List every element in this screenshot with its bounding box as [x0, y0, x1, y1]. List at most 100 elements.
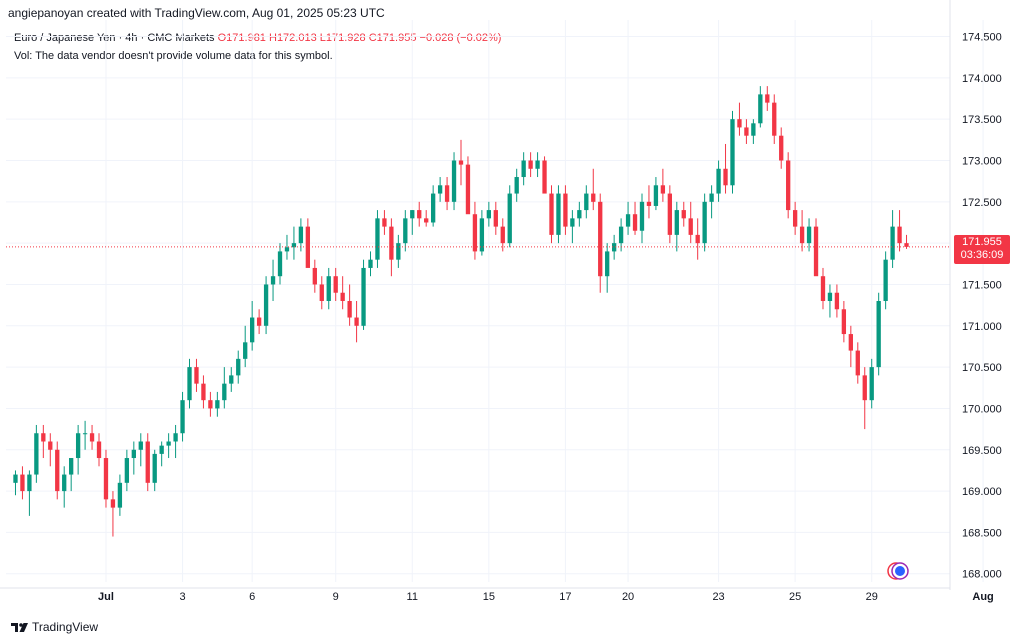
candle-body — [486, 210, 492, 219]
candle-body — [69, 458, 74, 475]
candle-body — [173, 433, 178, 442]
candle-body — [799, 226, 805, 244]
symbol-name[interactable]: Euro / Japanese Yen · 4h · CMC Markets — [14, 32, 215, 44]
x-tick-label: 6 — [249, 591, 255, 603]
event-flag-icon — [895, 566, 905, 576]
candle-body — [396, 243, 401, 260]
candlestick-chart[interactable]: 174.500174.000173.500173.000172.500172.0… — [0, 0, 1024, 614]
candle-body — [236, 358, 241, 376]
y-tick-label: 173.000 — [962, 156, 1002, 168]
candle-body — [723, 168, 728, 186]
candle-body — [208, 400, 213, 409]
candle-body — [298, 226, 304, 244]
candle-body — [834, 292, 840, 310]
candle-body — [82, 433, 88, 435]
candle-body — [765, 94, 770, 103]
candle-body — [305, 226, 311, 268]
candle-body — [563, 193, 568, 227]
candle-body — [758, 94, 763, 124]
x-tick-label: 9 — [333, 591, 339, 603]
candle-body — [779, 135, 784, 161]
candle-body — [62, 474, 67, 492]
candle-body — [437, 185, 443, 194]
candle-body — [180, 400, 185, 434]
candle-body — [813, 226, 819, 277]
ohlc-change: −0.028 (−0.02%) — [419, 32, 502, 44]
ohlc-close: C171.955 — [368, 32, 417, 44]
candle-body — [639, 201, 645, 231]
candle-body — [187, 367, 192, 401]
candle-body — [772, 102, 777, 136]
candle-body — [103, 458, 109, 500]
candle-body — [382, 218, 387, 227]
candle-body — [368, 259, 373, 268]
events-flags[interactable] — [884, 561, 912, 581]
candle-body — [472, 214, 478, 252]
x-tick-label: 25 — [789, 591, 801, 603]
chart-credit: angiepanoyan created with TradingView.co… — [8, 6, 385, 20]
candle-body — [410, 210, 415, 219]
candle-body — [556, 193, 561, 235]
candle-body — [618, 226, 624, 244]
x-tick-label: 3 — [179, 591, 185, 603]
y-tick-label: 168.500 — [962, 527, 1002, 539]
candle-body — [430, 193, 436, 223]
candle-body — [55, 449, 60, 492]
y-tick-label: 170.000 — [962, 403, 1002, 415]
candle-body — [159, 445, 164, 454]
candle-body — [625, 214, 631, 227]
candle-body — [256, 317, 262, 326]
candle-body — [786, 160, 791, 211]
candle-body — [688, 218, 693, 235]
candle-body — [841, 309, 847, 335]
candle-body — [145, 441, 150, 483]
candle-body — [695, 234, 700, 244]
x-tick-label: 17 — [559, 591, 571, 603]
candle-body — [347, 301, 352, 318]
candle-body — [549, 193, 554, 235]
candle-body — [444, 185, 450, 202]
candle-body — [632, 214, 638, 231]
candle-body — [20, 474, 25, 492]
candle-body — [319, 284, 324, 301]
candle-body — [611, 243, 617, 252]
candle-body — [806, 226, 812, 244]
y-tick-label: 174.500 — [962, 32, 1002, 44]
tradingview-logo-icon — [11, 623, 28, 632]
candle-body — [709, 193, 714, 202]
symbol-legend: Euro / Japanese Yen · 4h · CMC Markets O… — [14, 32, 501, 44]
candle-body — [674, 210, 679, 235]
candle-body — [479, 218, 485, 252]
candle-body — [500, 226, 505, 244]
tradingview-brand: TradingView — [32, 620, 99, 634]
y-tick-label: 169.500 — [962, 445, 1002, 457]
x-tick-label: 29 — [866, 591, 878, 603]
volume-note: Vol: The data vendor doesn't provide vol… — [14, 50, 333, 62]
x-tick-label: 15 — [483, 591, 495, 603]
candle-body — [41, 433, 46, 442]
candle-body — [75, 433, 81, 459]
ohlc-high: H172.013 — [269, 32, 317, 44]
candle-body — [117, 482, 123, 508]
candle-body — [250, 317, 255, 343]
candle-body — [528, 160, 533, 169]
candle-body — [215, 400, 220, 409]
candle-body — [465, 164, 471, 215]
candle-body — [702, 201, 707, 244]
candle-body — [424, 218, 429, 223]
y-tick-label: 173.500 — [962, 114, 1002, 126]
candle-body — [417, 210, 422, 219]
candle-body — [535, 160, 540, 169]
x-tick-label: 20 — [622, 591, 634, 603]
candle-body — [883, 259, 888, 301]
candle-body — [542, 160, 547, 194]
candle-body — [862, 375, 867, 401]
candle-body — [201, 383, 206, 401]
candle-body — [751, 123, 756, 136]
candle-body — [243, 342, 248, 359]
y-tick-label: 172.500 — [962, 197, 1002, 209]
candle-body — [646, 201, 652, 206]
y-tick-label: 171.500 — [962, 279, 1002, 291]
candle-body — [855, 350, 860, 376]
candle-body — [667, 193, 672, 235]
